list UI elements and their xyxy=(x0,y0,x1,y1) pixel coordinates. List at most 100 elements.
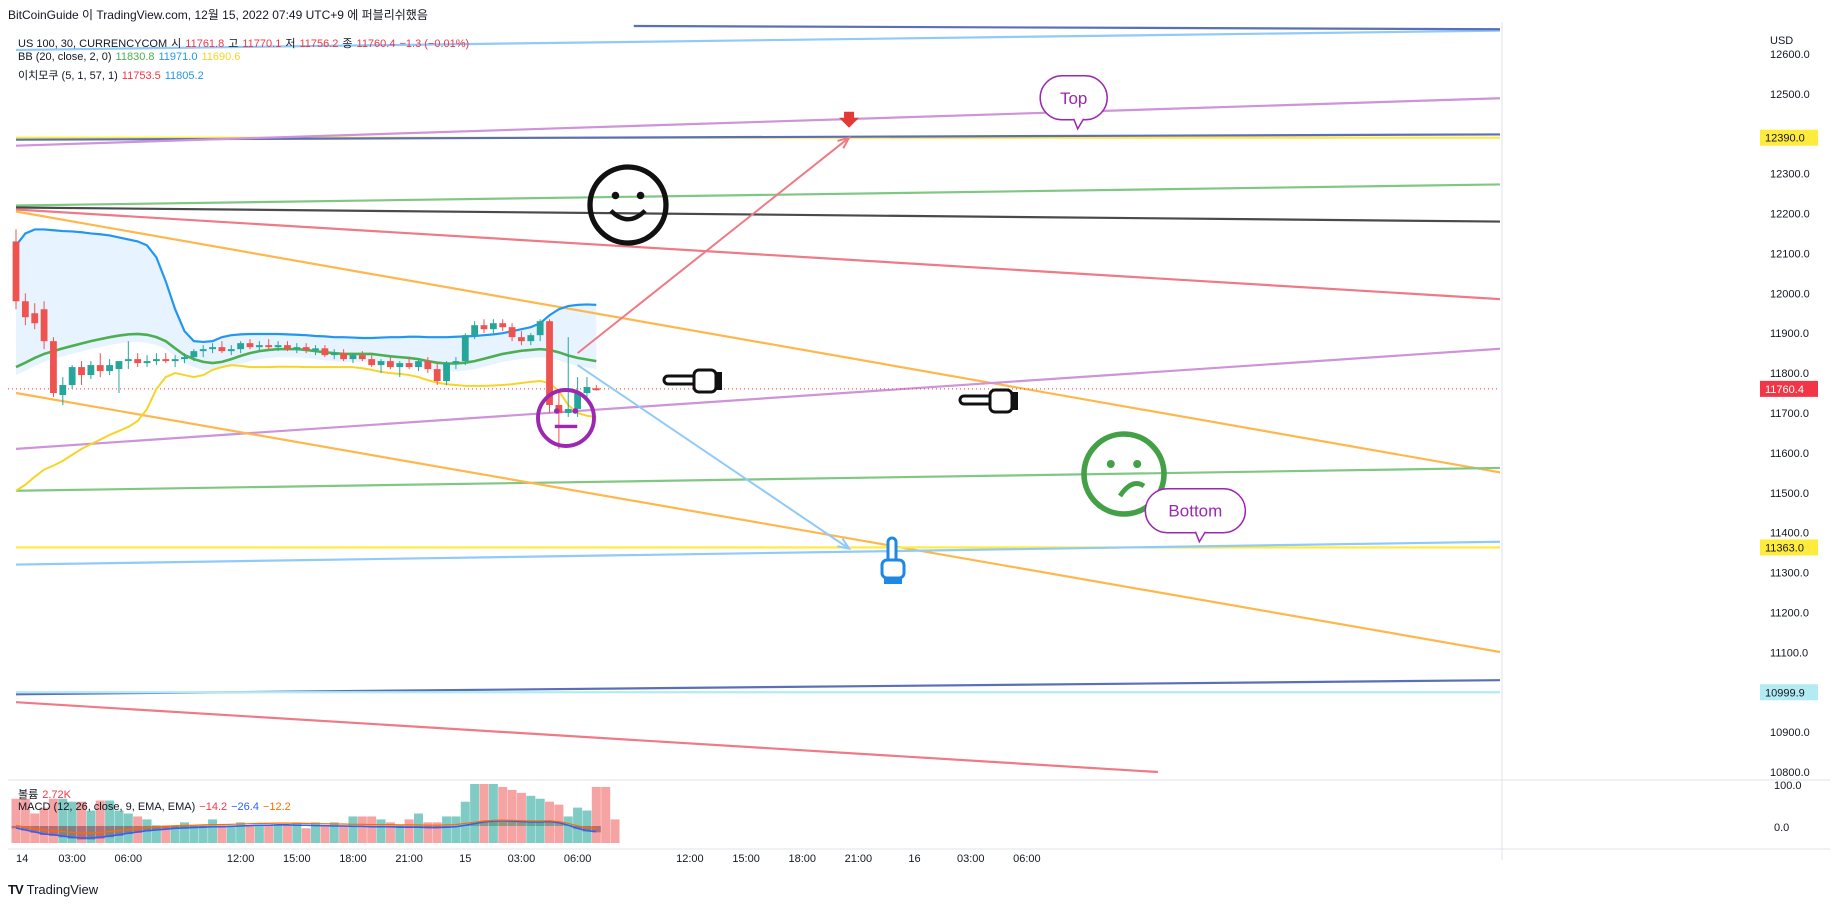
candle xyxy=(302,343,310,354)
macd-histogram-bar xyxy=(170,826,180,829)
volume-bar xyxy=(516,792,526,843)
time-tick-label: 18:00 xyxy=(339,853,367,865)
arrow-0-head xyxy=(837,136,852,149)
pointing-hand-left-icon xyxy=(662,368,722,394)
candle xyxy=(59,377,67,405)
candle xyxy=(87,361,95,380)
candle-body xyxy=(480,325,488,330)
macd-histogram-bar xyxy=(516,821,526,826)
price-tick-label: 12200.0 xyxy=(1770,208,1810,220)
arrow-0-shaft xyxy=(576,136,850,354)
volume-bar xyxy=(179,822,189,843)
legend-volume[interactable]: 볼륨 2.72K xyxy=(18,786,75,802)
volume-bar xyxy=(226,825,236,843)
callout-text: Bottom xyxy=(1168,502,1222,521)
volume-bar xyxy=(591,786,601,843)
price-badge: 11760.4 xyxy=(1760,380,1818,397)
candle xyxy=(527,333,535,346)
volume-bar xyxy=(161,825,171,843)
candle-body xyxy=(78,367,85,376)
candle-body xyxy=(12,241,20,302)
candle xyxy=(471,321,479,340)
candle-body xyxy=(162,359,170,362)
trendline-3 xyxy=(15,183,1500,207)
smiley-face-icon-mouth xyxy=(609,209,647,222)
candle xyxy=(143,355,151,368)
price-badge-text: 11363.0 xyxy=(1765,542,1804,554)
callout-tail xyxy=(1194,531,1207,544)
candle xyxy=(415,359,422,372)
volume-bar xyxy=(67,801,77,843)
price-tick-label: 12500.0 xyxy=(1770,89,1810,101)
legend-symbol-part: 저 xyxy=(285,38,296,50)
trendline-1 xyxy=(15,133,1500,141)
candle-body xyxy=(255,345,263,348)
price-tick-label: 12600.0 xyxy=(1770,49,1810,61)
candle-body xyxy=(40,309,48,342)
legend-symbol-part: −1.3 (−0.01%) xyxy=(399,38,470,50)
price-badge-text: 10999.9 xyxy=(1765,687,1805,699)
candle xyxy=(78,361,85,386)
price-tick-label: 11200.0 xyxy=(1770,607,1809,619)
footer-branding[interactable]: TV TradingView xyxy=(8,882,98,897)
price-badge-bg xyxy=(1760,539,1818,556)
legend-volume-part: 2.72K xyxy=(42,789,71,801)
pointing-hand-left-icon-cuff xyxy=(1012,392,1018,410)
callout-1: Bottom xyxy=(1144,487,1247,544)
volume-bar xyxy=(48,798,58,843)
volume-bar xyxy=(11,798,21,843)
legend-symbol[interactable]: US 100, 30, CURRENCYCOM 시 11761.8 고 11770.1 저… xyxy=(18,35,473,51)
macd-histogram-bar xyxy=(573,826,583,829)
candle xyxy=(452,357,460,370)
candle xyxy=(518,331,525,346)
volume-bar xyxy=(432,822,442,843)
candle-body xyxy=(377,361,385,366)
price-tick-label: 11900.0 xyxy=(1770,328,1809,340)
candle-body xyxy=(237,343,245,350)
candle xyxy=(583,377,591,398)
neutral-face-icon-eye xyxy=(553,408,560,414)
candle-body xyxy=(405,363,413,368)
volume-bar xyxy=(348,816,358,843)
macd-histogram-bar xyxy=(179,826,189,829)
volume-bar xyxy=(451,816,461,843)
candle xyxy=(209,343,216,354)
legend-macd-part: MACD (12, 26, close, 9, EMA, EMA) xyxy=(18,801,196,813)
legend-ichimoku[interactable]: 이치모쿠 (5, 1, 57, 1) 11753.5 11805.2 xyxy=(18,67,208,83)
price-tick-label: 11100.0 xyxy=(1770,647,1808,659)
pointing-hand-left-icon xyxy=(958,388,1018,414)
time-tick-label: 15 xyxy=(459,853,471,865)
candle xyxy=(134,353,142,368)
volume-bar xyxy=(367,816,377,843)
candle xyxy=(424,357,432,374)
time-axis: 14 03:00 06:00 12:00 15:00 18:00 21:00 15 03:00 0… xyxy=(16,853,1041,865)
candle-body xyxy=(31,313,39,324)
candle-body xyxy=(564,408,572,413)
neutral-face-icon xyxy=(536,388,596,448)
candle xyxy=(349,353,357,364)
candle xyxy=(12,229,20,310)
smiley-face-icon-eye xyxy=(611,191,620,200)
macd-histogram-bar xyxy=(133,826,143,833)
candle-body xyxy=(518,337,525,342)
candle-body xyxy=(555,404,563,413)
price-badge-text: 12390.0 xyxy=(1765,133,1805,145)
candle xyxy=(387,357,394,370)
candle-body xyxy=(368,359,376,366)
candle-body xyxy=(424,361,432,370)
volume-bar xyxy=(77,801,87,843)
candle-body xyxy=(415,361,422,368)
time-tick-label: 06:00 xyxy=(1013,853,1041,865)
legend-bollinger[interactable]: BB (20, close, 2, 0) 11830.8 11971.0 11690.… xyxy=(18,51,244,63)
candle-body xyxy=(489,323,497,330)
candle xyxy=(162,353,170,364)
price-badge-bg xyxy=(1760,129,1818,146)
legend-macd[interactable]: MACD (12, 26, close, 9, EMA, EMA) −14.2 −2… xyxy=(18,801,295,813)
legend-symbol-part: 11770.1 xyxy=(242,38,282,50)
candle xyxy=(293,343,301,354)
volume-bar xyxy=(601,786,611,843)
candle xyxy=(330,349,338,360)
macd-histogram-bar xyxy=(11,826,21,829)
legend-bb-part: 11830.8 xyxy=(115,51,155,63)
